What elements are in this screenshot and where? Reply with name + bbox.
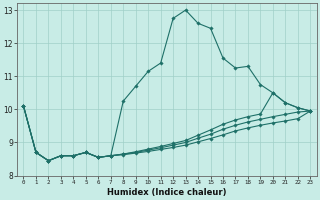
X-axis label: Humidex (Indice chaleur): Humidex (Indice chaleur) (107, 188, 227, 197)
